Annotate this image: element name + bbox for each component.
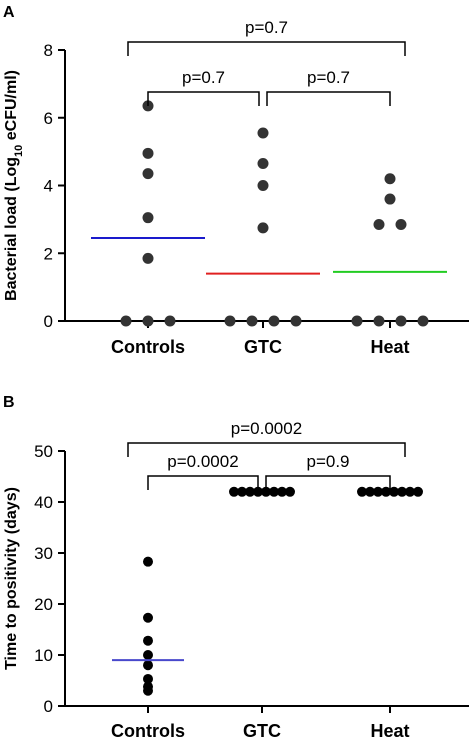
data-point (253, 486, 263, 497)
y-tick-label: 6 (44, 109, 53, 128)
x-category-label: Heat (370, 337, 409, 357)
data-point (142, 212, 154, 224)
y-tick-label: 30 (34, 544, 53, 563)
data-point (389, 486, 399, 497)
data-point (143, 556, 153, 567)
data-point (384, 173, 396, 185)
significance-bracket (147, 475, 259, 490)
significance-bracket (266, 91, 391, 106)
data-point (245, 486, 255, 497)
data-point (373, 486, 383, 497)
data-point (257, 180, 269, 191)
significance-bracket (127, 41, 406, 56)
p-value-label: p=0.0002 (167, 452, 238, 471)
x-category-label: Controls (111, 337, 185, 357)
significance-bracket (265, 475, 391, 490)
y-axis-label: Bacterial load (Log10 eCFU/ml) (3, 70, 25, 301)
data-point (384, 193, 396, 205)
data-point (395, 315, 407, 327)
y-tick-label: 8 (44, 41, 53, 60)
y-tick-label: 0 (44, 312, 53, 331)
data-point (257, 157, 269, 169)
p-value-label: p=0.0002 (231, 419, 302, 438)
data-point (405, 486, 415, 497)
data-point (285, 486, 295, 497)
y-tick-label: 4 (44, 177, 53, 196)
x-category-label: Controls (111, 721, 185, 739)
data-point (365, 486, 375, 497)
data-point (143, 635, 153, 646)
data-point (381, 486, 391, 497)
y-tick-label: 2 (44, 244, 53, 263)
data-point (373, 315, 385, 327)
data-point (120, 315, 132, 327)
chart-panel-b: B 0 10 20 30 40 50 Controls GTC Heat Time to posit… (3, 394, 469, 739)
x-category-label: Heat (370, 721, 409, 739)
data-point (143, 685, 153, 696)
data-point (142, 168, 154, 180)
data-point (269, 486, 279, 497)
y-tick-label: 0 (44, 697, 53, 716)
significance-bracket (127, 442, 406, 457)
p-value-label: p=0.7 (182, 68, 225, 87)
data-point (143, 650, 153, 660)
panel-label: A (3, 4, 15, 21)
data-point (413, 486, 423, 497)
data-point (257, 222, 269, 234)
y-tick-label: 10 (34, 646, 53, 665)
p-value-label: p=0.7 (307, 68, 350, 87)
data-point (164, 315, 176, 327)
data-point (142, 315, 154, 327)
data-point (395, 218, 407, 230)
y-tick-label: 50 (34, 442, 53, 461)
data-point (237, 486, 247, 497)
data-point (224, 315, 236, 327)
data-point (351, 315, 363, 327)
data-point (246, 315, 258, 327)
data-point (397, 486, 407, 497)
data-point (142, 147, 154, 159)
y-tick-label: 20 (34, 595, 53, 614)
panel-label: B (3, 394, 15, 411)
x-category-label: GTC (244, 337, 282, 357)
data-point (417, 315, 429, 327)
data-point (143, 673, 153, 684)
data-point (290, 315, 302, 327)
y-tick-label: 40 (34, 493, 53, 512)
p-value-label: p=0.9 (306, 452, 349, 471)
p-value-label: p=0.7 (245, 18, 288, 37)
data-point (143, 612, 153, 623)
chart-panel-a: A 0 2 4 6 8 Controls GTC Heat Bacterial load (Log… (3, 4, 469, 357)
data-point (261, 486, 271, 497)
x-category-label: GTC (243, 721, 281, 739)
data-point (143, 660, 153, 671)
data-point (268, 315, 280, 327)
data-point (229, 486, 239, 497)
data-point (277, 486, 287, 497)
data-point (373, 218, 385, 230)
data-point (357, 486, 367, 497)
data-point (142, 252, 154, 264)
significance-bracket (147, 91, 260, 106)
y-axis-label: Time to positivity (days) (3, 487, 20, 670)
data-point (257, 127, 269, 139)
